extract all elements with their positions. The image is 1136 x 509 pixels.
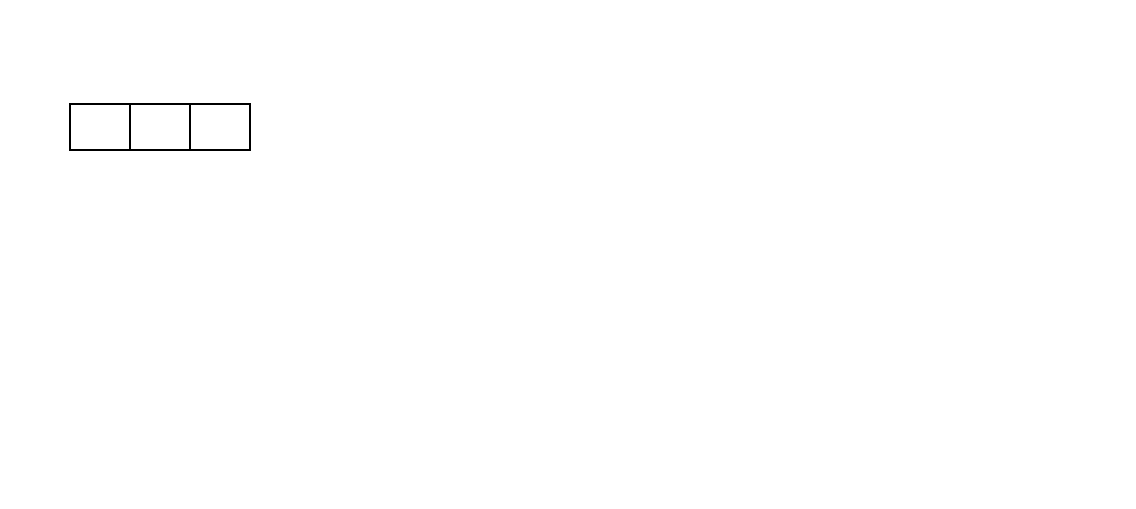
top-node-a	[70, 104, 250, 150]
